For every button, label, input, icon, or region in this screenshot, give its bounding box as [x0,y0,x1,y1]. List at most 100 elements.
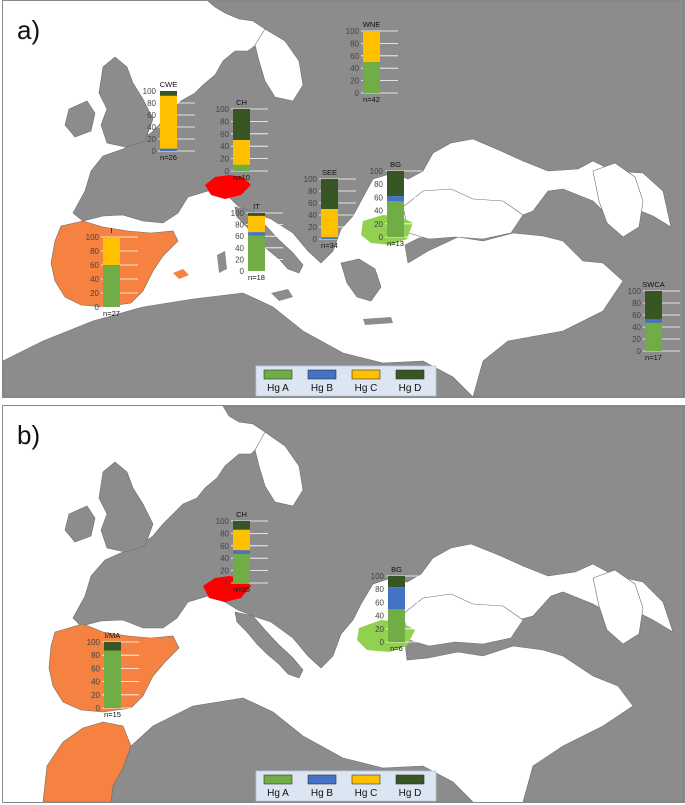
bar-segment-hg-a [233,164,250,171]
bar-segment-hg-b [388,587,405,609]
bar-segment-hg-d [388,576,405,588]
bar-segment-hg-b [645,319,662,323]
region-label: IT [253,202,260,211]
tick-label: 20 [90,289,99,298]
sample-size-label: n=42 [363,95,380,104]
region-label: CH [236,510,247,519]
region-label: BG [390,160,401,169]
tick-label: 100 [143,87,157,96]
tick-label: 40 [632,323,641,332]
bar-segment-hg-b [160,148,177,151]
legend-label-hg-b: Hg B [311,788,334,799]
region-label: SEE [322,168,337,177]
tick-label: 40 [147,123,156,132]
tick-label: 20 [375,625,384,634]
tick-label: 40 [220,142,229,151]
tick-label: 80 [147,99,156,108]
region-chart-bg: 0 20 40 60 80 100 BG n=13 [370,160,422,248]
region-label: SWCA [642,280,665,289]
bar-segment-hg-b [321,237,338,239]
bar-segment-hg-d [104,642,121,651]
charts-layer-a: 020406080100CWEn=26020406080100CHn=10020… [86,20,680,362]
tick-label: 20 [220,567,229,576]
tick-label: 60 [90,261,99,270]
tick-label: 80 [374,180,383,189]
bar-segment-hg-d [160,91,177,96]
legend-swatch-hg-c [351,774,381,785]
tick-label: 100 [216,517,230,526]
sea-black-sea-b [402,593,524,647]
sample-size-label: n=13 [387,239,404,248]
tick-label: 0 [240,267,245,276]
bar-segment-hg-d [321,179,338,209]
region-chart-bg: 0 20 40 60 80 100 BG n=6 [371,565,423,653]
bar-segment-hg-d [387,171,404,197]
legend-label-hg-a: Hg A [267,383,289,394]
tick-label: 0 [96,704,101,713]
bar-segment-hg-c [103,237,120,265]
tick-label: 0 [225,167,230,176]
legend-label-hg-c: Hg C [355,788,378,799]
region-label: CH [236,98,247,107]
tick-label: 40 [350,64,359,73]
legend-swatch-hg-a [263,774,293,785]
region-chart-i-ma: 0 20 40 60 80 100 I/MA n=15 [87,631,139,719]
tick-label: 40 [235,244,244,253]
tick-label: 0 [225,579,230,588]
map-base-b [3,406,684,802]
region-label: I [110,226,112,235]
bar-segment-hg-c [321,209,338,238]
tick-label: 20 [374,220,383,229]
tick-label: 60 [374,193,383,202]
tick-label: 100 [87,638,101,647]
region-chart-i: 0 20 40 60 80 100 In=27 [86,226,138,318]
bar-segment-hg-c [233,529,250,551]
land-ireland [64,100,96,138]
region-label: CWE [160,80,178,89]
legend-swatch-hg-d [395,774,425,785]
panel-a: a) 0 20 40 60 80 100 CWE n=26 0 20 40 60 80 100 CH n=10… [2,0,685,398]
region-label: I/MA [105,631,120,640]
tick-label: 0 [95,303,100,312]
sample-size-label: n=35 [233,585,250,594]
tick-label: 40 [90,275,99,284]
bar-segment-hg-a [645,322,662,351]
tick-label: 100 [86,233,100,242]
panel-label-a: a) [17,15,40,45]
tick-label: 40 [308,211,317,220]
tick-label: 100 [628,287,642,296]
tick-label: 40 [91,678,100,687]
tick-label: 20 [147,135,156,144]
bar-segment-hg-d [233,109,250,140]
legend-swatch-hg-a [263,369,293,380]
tick-label: 100 [370,167,384,176]
bar-segment-hg-a [103,265,120,307]
bar-segment-hg-c [233,140,250,165]
tick-label: 60 [220,130,229,139]
tick-label: 40 [375,612,384,621]
tick-label: 60 [91,664,100,673]
legend-label-hg-c: Hg C [355,383,378,394]
sea-caspian [592,162,644,238]
tick-label: 100 [346,27,360,36]
bar-segment-hg-c [363,31,380,62]
tick-label: 40 [220,554,229,563]
tick-label: 60 [350,52,359,61]
tick-label: 80 [350,39,359,48]
legend-swatch-hg-d [395,369,425,380]
sample-size-label: n=34 [321,241,338,250]
bar-segment-hg-a [387,201,404,237]
tick-label: 60 [235,232,244,241]
land-ireland-b [64,505,96,543]
tick-label: 80 [632,299,641,308]
tick-label: 20 [632,335,641,344]
tick-label: 80 [308,187,317,196]
bar-segment-hg-d [645,291,662,320]
legend-swatch-hg-c [351,369,381,380]
tick-label: 100 [216,105,230,114]
sample-size-label: n=27 [103,309,120,318]
tick-label: 20 [308,223,317,232]
sample-size-label: n=15 [104,710,121,719]
